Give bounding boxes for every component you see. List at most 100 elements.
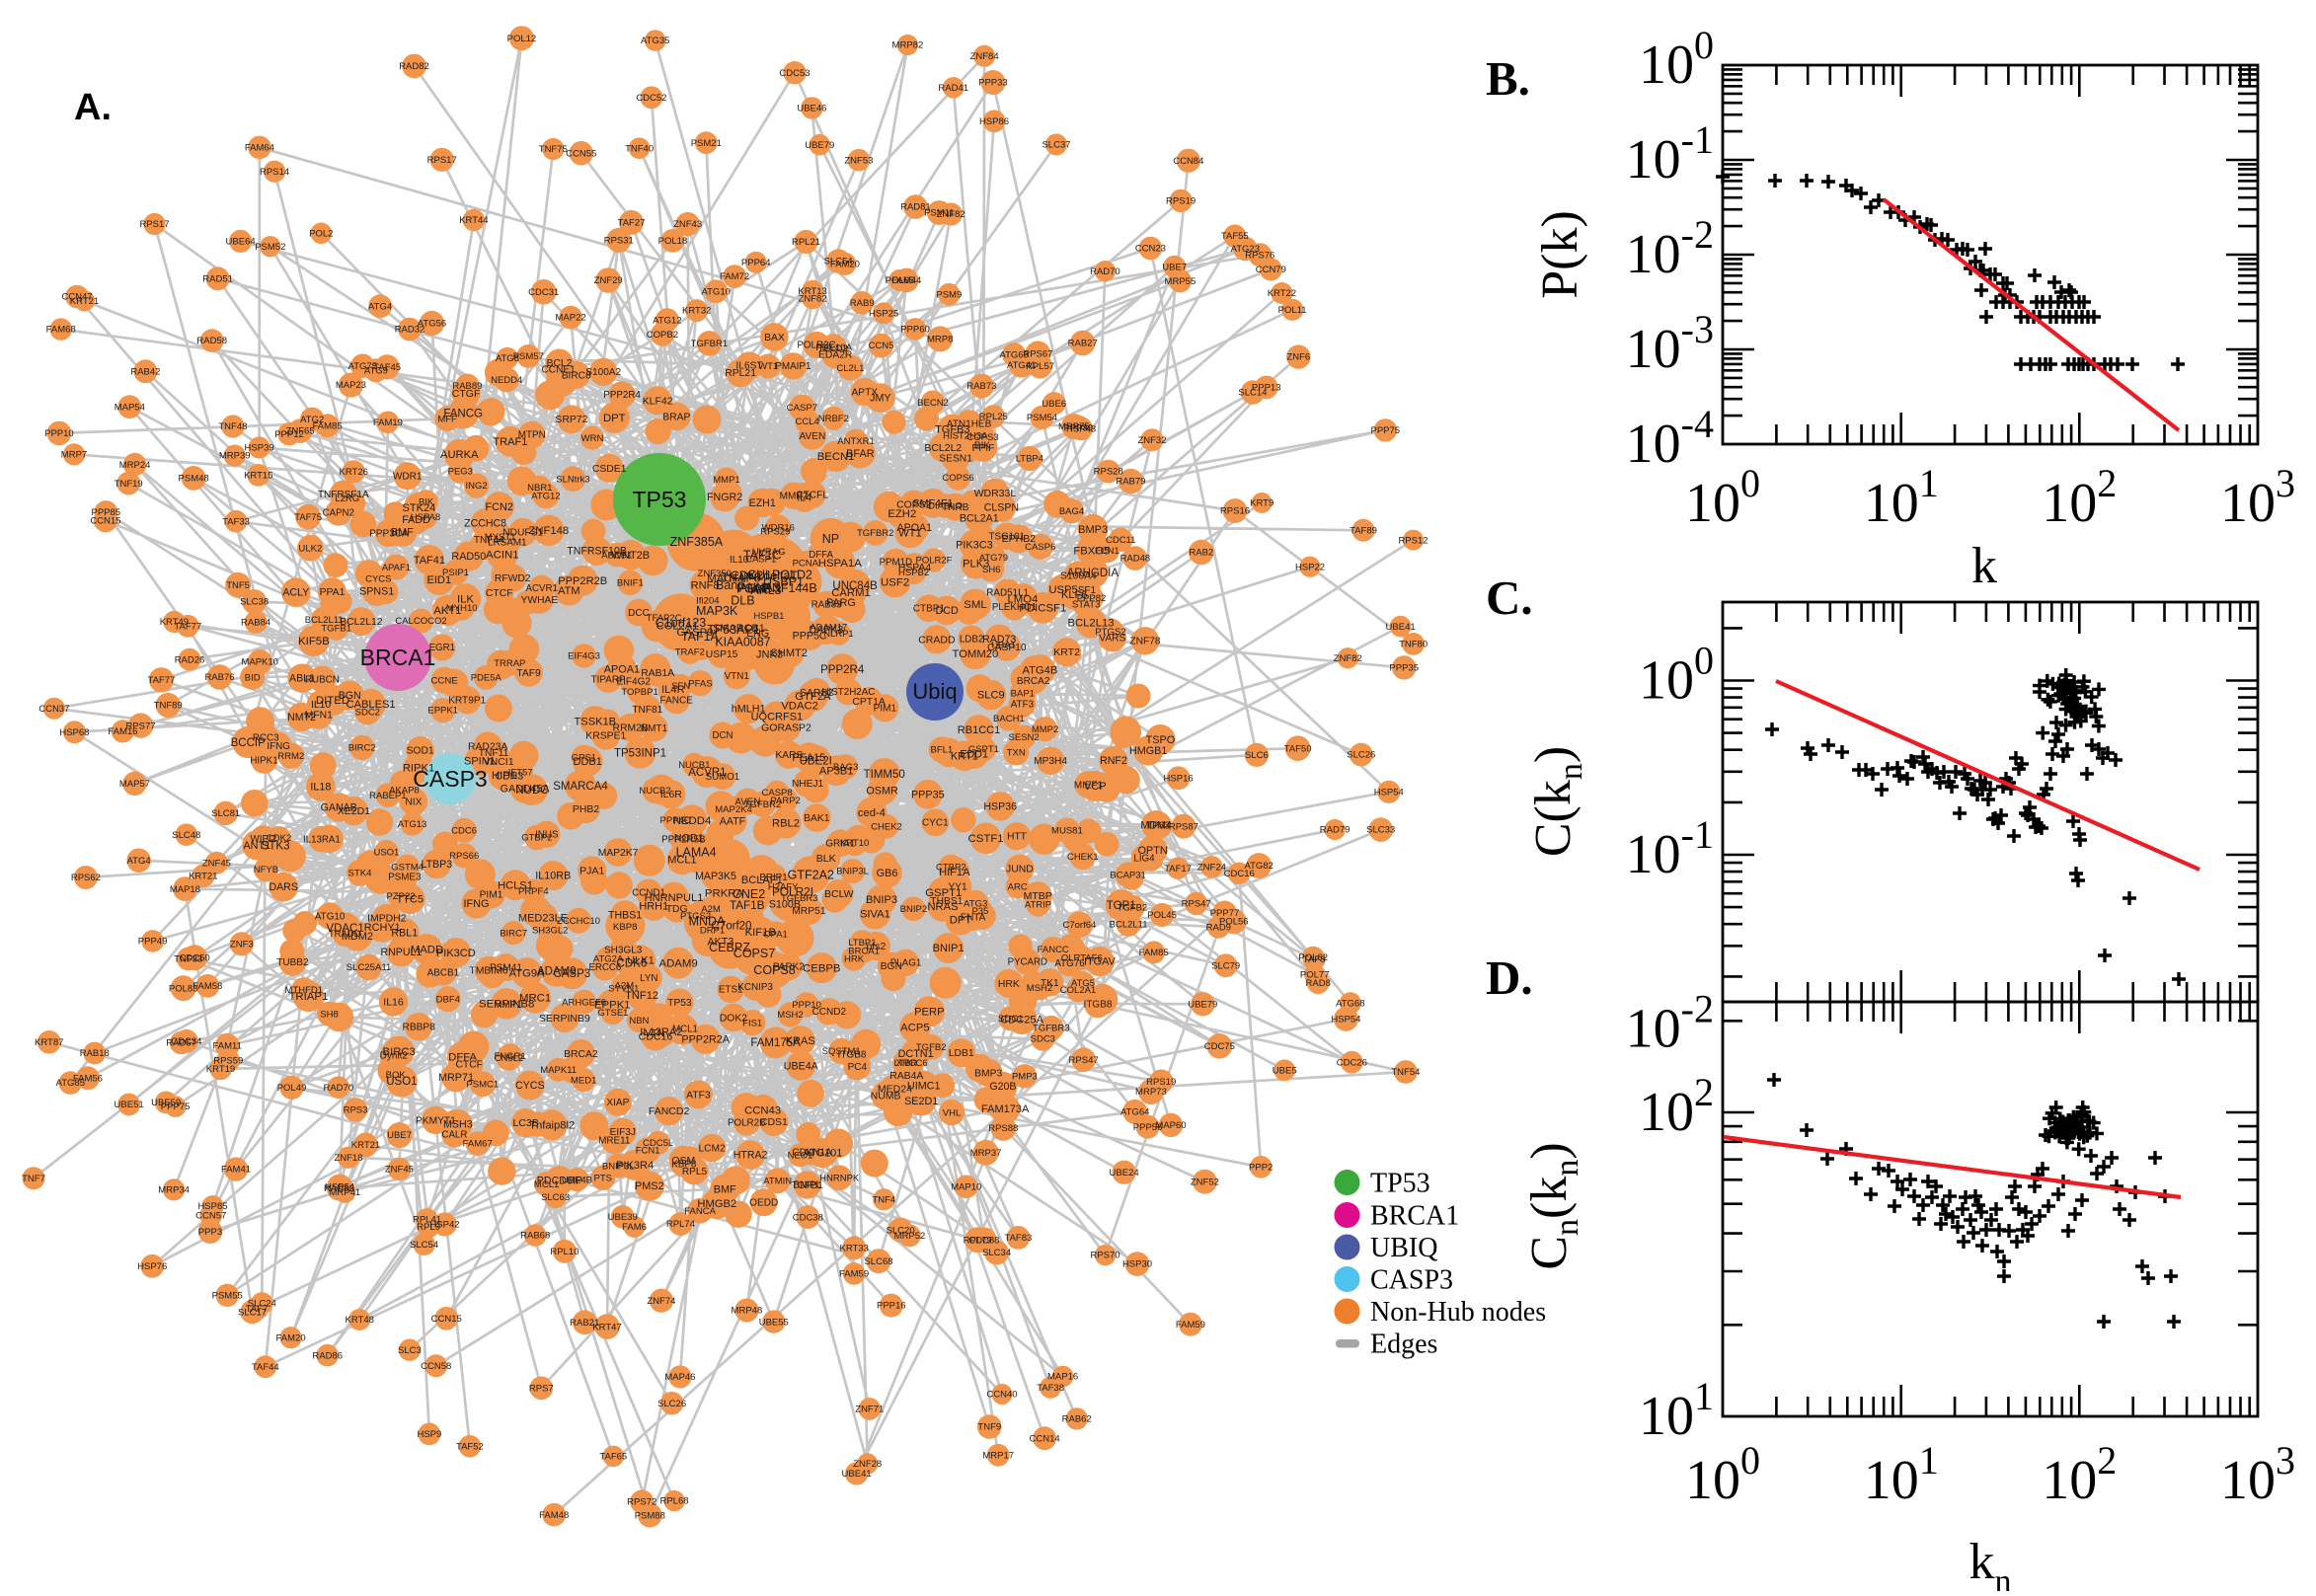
svg-text:RAD51L1: RAD51L1 [986,587,1029,598]
svg-text:HRK: HRK [844,953,865,964]
svg-text:HSP36: HSP36 [983,800,1017,812]
svg-text:CSTF1: CSTF1 [968,833,1004,845]
svg-text:HSPA8: HSPA8 [411,512,440,523]
svg-text:RPS16: RPS16 [1220,506,1250,517]
svg-text:SYVN1: SYVN1 [608,984,639,995]
svg-text:TNF40: TNF40 [625,143,654,154]
svg-text:SE2D1: SE2D1 [904,1096,938,1107]
svg-text:DOK2: DOK2 [720,1013,747,1024]
svg-text:PIM1: PIM1 [874,704,897,715]
svg-text:GB6: GB6 [877,868,898,879]
svg-text:HSP25: HSP25 [869,308,898,319]
svg-text:ATG56: ATG56 [418,319,446,330]
svg-text:RAB79: RAB79 [1116,477,1145,488]
svg-text:TAF55: TAF55 [1221,231,1249,242]
svg-text:ARHGDIA: ARHGDIA [1067,568,1119,579]
svg-text:NBR1: NBR1 [527,483,552,494]
svg-text:GORASP2: GORASP2 [761,722,811,734]
svg-text:MDM4: MDM4 [1140,819,1172,831]
svg-text:RAD48: RAD48 [1120,554,1151,565]
svg-text:PPP64: PPP64 [741,258,771,268]
svg-text:NFYB: NFYB [254,865,278,875]
svg-text:ACP5: ACP5 [900,1023,930,1034]
svg-text:KRT22: KRT22 [1268,288,1296,299]
svg-text:PPP16: PPP16 [877,1301,906,1312]
svg-text:TAF17: TAF17 [1164,864,1192,874]
svg-text:hMLH1: hMLH1 [732,704,766,716]
svg-text:TAF1B: TAF1B [730,899,765,912]
svg-text:PPP3: PPP3 [198,1227,222,1238]
svg-text:k: k [1971,538,1997,594]
svg-text:ced-4: ced-4 [858,807,886,819]
svg-text:TGFB2: TGFB2 [916,1042,947,1053]
svg-text:Ubiq: Ubiq [912,679,957,704]
svg-text:FNGR2: FNGR2 [707,492,742,503]
svg-text:BGN: BGN [339,690,361,702]
svg-text:MCL1: MCL1 [667,855,696,867]
svg-text:SOD1: SOD1 [407,746,434,757]
svg-text:GTF2A: GTF2A [795,691,831,703]
svg-text:KARS: KARS [776,750,804,761]
svg-text:CCNE1: CCNE1 [541,364,576,375]
svg-text:KRT21: KRT21 [189,872,217,882]
svg-text:ATG101: ATG101 [804,1148,843,1160]
svg-text:AURKA: AURKA [440,449,479,461]
svg-text:ZNF148: ZNF148 [528,525,569,537]
svg-text:BRAP: BRAP [662,412,690,422]
svg-text:ATG79: ATG79 [979,553,1008,564]
svg-text:CDK2: CDK2 [267,833,291,844]
svg-text:RABEP1: RABEP1 [369,791,407,801]
svg-text:SLC9: SLC9 [977,690,1005,702]
svg-text:PPM1D: PPM1D [880,557,912,568]
svg-text:TP63: TP63 [1146,821,1171,832]
svg-text:SLNtrk3: SLNtrk3 [556,474,589,485]
svg-text:TNF19: TNF19 [115,479,143,490]
svg-text:MRP17: MRP17 [982,1450,1014,1461]
svg-text:SLC34: SLC34 [982,1248,1011,1258]
svg-text:BNIF1: BNIF1 [617,577,644,588]
svg-text:BCCIP: BCCIP [231,737,266,749]
svg-text:NHEJ1: NHEJ1 [792,779,824,790]
svg-text:CCN23: CCN23 [1135,244,1166,255]
svg-text:CDC31: CDC31 [528,287,559,298]
svg-text:FNGR1: FNGR1 [494,1051,525,1062]
svg-text:IL6R: IL6R [660,789,683,800]
svg-text:COL2A1: COL2A1 [656,620,699,632]
svg-text:ERCC6: ERCC6 [588,962,621,973]
svg-text:MRC1: MRC1 [519,993,551,1005]
svg-text:HSPA4: HSPA4 [898,563,932,573]
svg-text:TAF77: TAF77 [147,675,175,686]
svg-text:RAB68: RAB68 [520,1231,550,1242]
svg-text:PARP2: PARP2 [770,796,800,806]
svg-text:JMY: JMY [870,393,890,405]
svg-text:ZNF84: ZNF84 [970,51,999,62]
svg-text:HSP54: HSP54 [1374,788,1404,798]
svg-text:SLC26: SLC26 [657,1399,686,1409]
svg-text:BCL2A1: BCL2A1 [960,512,999,524]
svg-text:RPS59: RPS59 [213,1056,243,1067]
svg-text:PSMC1: PSMC1 [466,1079,499,1090]
svg-text:PCNA: PCNA [793,559,819,570]
svg-text:CASP3: CASP3 [413,766,487,792]
svg-text:IL16: IL16 [383,996,404,1008]
svg-text:SQSTM1: SQSTM1 [822,1046,861,1057]
svg-text:BRIP1: BRIP1 [759,873,787,883]
svg-text:P(k): P(k) [1532,210,1588,299]
svg-text:IFT57: IFT57 [508,767,533,778]
svg-text:KRT49: KRT49 [160,617,189,628]
svg-text:SML: SML [964,599,986,611]
svg-text:BLK: BLK [816,853,836,865]
svg-text:APTX: APTX [851,387,878,398]
svg-text:PRKRA: PRKRA [705,888,744,900]
svg-text:KRT48: KRT48 [345,1315,373,1326]
svg-text:TRADD: TRADD [329,929,361,940]
svg-text:NMT1: NMT1 [641,723,668,734]
svg-text:TRRAP: TRRAP [494,658,525,669]
svg-text:MMP1: MMP1 [494,1000,521,1011]
svg-text:PSME3: PSME3 [388,872,422,882]
svg-text:WDR1: WDR1 [393,472,423,483]
svg-text:PSIP1: PSIP1 [442,568,469,578]
svg-text:CALCOCO2: CALCOCO2 [395,616,446,627]
svg-text:C(kn): C(kn) [1525,746,1589,857]
svg-text:FAM6: FAM6 [622,1222,647,1233]
